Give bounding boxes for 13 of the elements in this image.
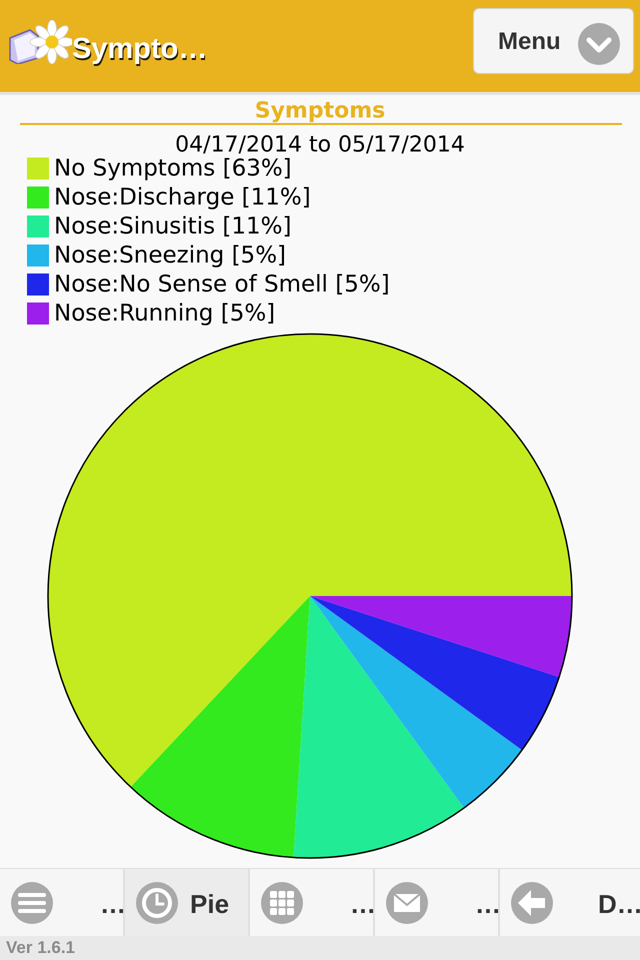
legend-label: Nose:No Sense of Smell [5%] [54, 272, 390, 298]
tab: Pie [125, 869, 250, 936]
legend-label: Nose:Running [5%] [54, 300, 276, 326]
text: Sympto… [72, 33, 208, 66]
text: Ver 1.6.1 [6, 938, 76, 958]
legend-label: Nose:Sinusitis [11%] [54, 214, 292, 240]
legend-label: Nose:Discharge [11%] [54, 184, 311, 210]
chart-subtitle: 04/17/2014 to 05/17/2014 [175, 132, 465, 158]
menu-button: Menu [473, 8, 634, 74]
chart-title: Symptoms [254, 98, 386, 124]
legend-label: No Symptoms [63%] [54, 156, 292, 182]
text: D… [598, 889, 640, 919]
legend-label: Nose:Sneezing [5%] [54, 242, 286, 268]
